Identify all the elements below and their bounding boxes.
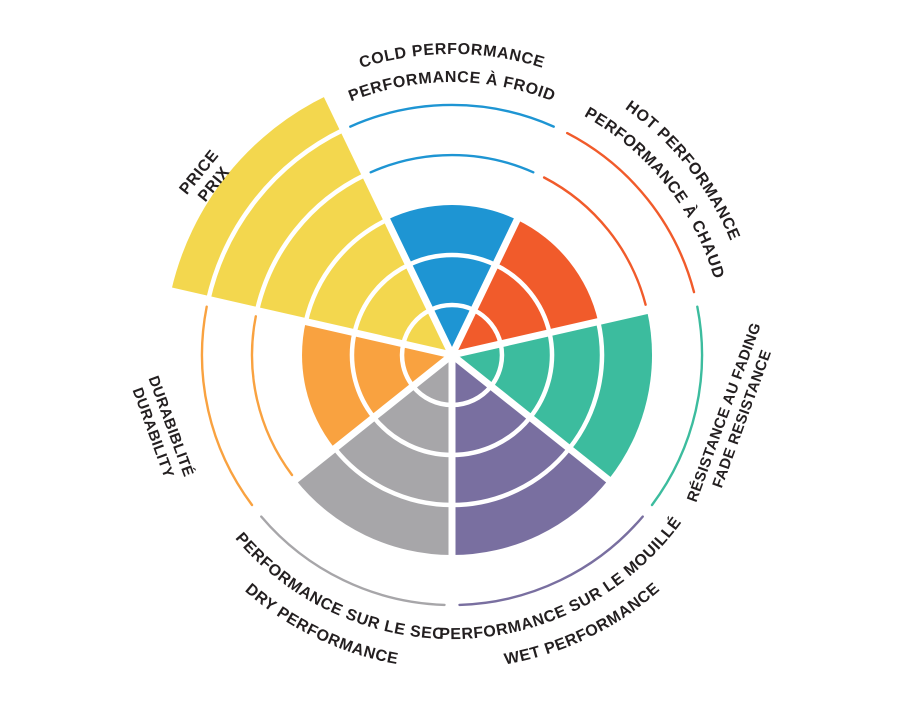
- ring-separator: [494, 262, 552, 334]
- ring-separator: [401, 307, 432, 345]
- sector-cold-performance-wedge: [386, 205, 518, 355]
- ring-separator: [451, 384, 493, 408]
- ring-separator: [372, 415, 453, 458]
- level-arc-durability: [250, 315, 294, 477]
- sector-divider: [451, 285, 743, 359]
- ring-separator: [528, 332, 555, 419]
- level-arc-fade-resistance: [650, 305, 704, 507]
- level-arc-dry-performance: [260, 515, 446, 607]
- sector-divider: [448, 85, 585, 357]
- level-arc-durability: [200, 305, 254, 507]
- sector-price-wedge: [171, 95, 452, 355]
- sector-dry-performance-wedge: [295, 355, 452, 555]
- sector-durability-wedge: [302, 321, 452, 449]
- ring-separator: [352, 262, 410, 334]
- ring-separator: [451, 415, 532, 458]
- ring-separator: [567, 321, 605, 450]
- ring-separator: [254, 172, 367, 312]
- sector-divider: [217, 352, 455, 543]
- sector-divider: [449, 352, 687, 543]
- level-arc-cold-performance: [349, 103, 555, 128]
- ring-separator: [399, 343, 415, 388]
- ring-separator: [349, 332, 376, 419]
- ring-separator: [303, 217, 388, 323]
- level-arc-wet-performance: [458, 515, 644, 607]
- ring-separator: [411, 384, 453, 408]
- ring-separator: [407, 252, 497, 267]
- sector-divider: [161, 285, 453, 359]
- level-arc-hot-performance: [566, 131, 696, 294]
- ring-separator: [451, 447, 572, 508]
- sector-divider: [319, 85, 456, 357]
- ring-separator: [332, 447, 453, 508]
- ring-separator: [489, 343, 505, 388]
- ring-separator: [206, 127, 345, 300]
- ring-separator: [429, 302, 475, 313]
- level-arc-cold-performance: [369, 153, 535, 174]
- level-arc-hot-performance: [542, 176, 647, 306]
- ring-separator: [472, 307, 503, 345]
- sector-wet-performance-wedge: [452, 355, 609, 555]
